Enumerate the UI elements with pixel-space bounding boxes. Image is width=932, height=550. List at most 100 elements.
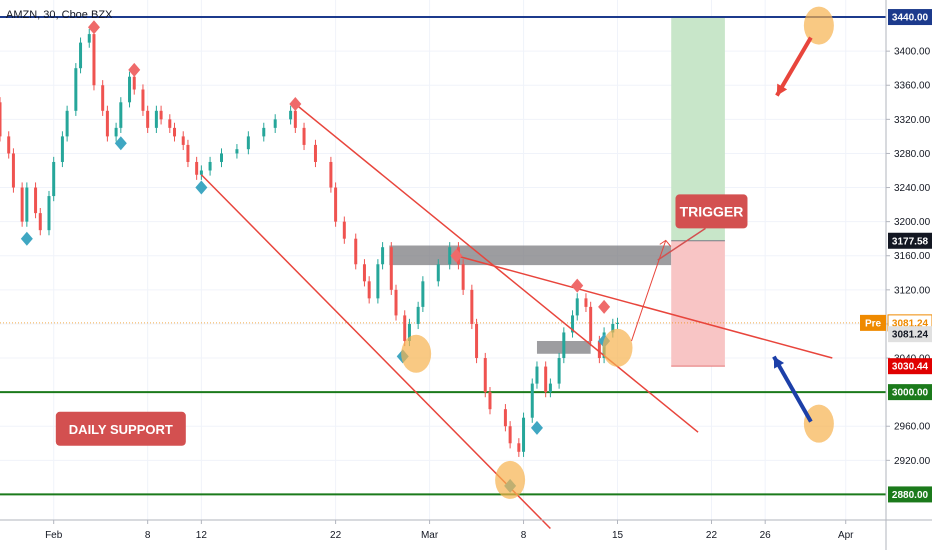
candle-body-79	[611, 323, 615, 333]
callout-0: TRIGGER	[657, 194, 748, 261]
candle-body-7	[47, 196, 51, 231]
price-tag-bg-5	[888, 384, 932, 401]
candle-body-27	[181, 136, 185, 145]
candle-body-22	[146, 110, 150, 128]
price-tag-bg-3	[888, 326, 932, 343]
buy-marker-1	[114, 136, 127, 151]
price-tag-5: 3000.00	[888, 384, 932, 401]
candle-body-75	[584, 298, 588, 307]
candle-body-0	[0, 102, 2, 137]
candle-body-55	[436, 264, 440, 282]
candle-body-50	[394, 289, 398, 316]
price-tag-6: 2880.00	[888, 486, 932, 503]
candle-body-44	[354, 238, 358, 265]
candle-body-39	[302, 127, 306, 145]
candle-body-42	[334, 187, 338, 222]
price-tags: 3440.00 3177.58 3081.24 Pre 3081.24 3030.44 30…	[860, 9, 932, 503]
horizontal-levels	[0, 16, 886, 496]
candle-body-41	[329, 161, 333, 188]
candle-body-3	[20, 187, 24, 222]
price-tag-label-0: 3440.00	[892, 13, 929, 24]
highlight-circle-3	[803, 6, 834, 45]
candle-body-48	[381, 247, 385, 265]
x-tick-label-3: 22	[330, 530, 342, 541]
x-tick-label-9: Apr	[838, 530, 854, 541]
trend-line-2	[456, 255, 833, 359]
candle-body-74	[575, 298, 579, 316]
candle-body-37	[289, 110, 293, 120]
candle-body-25	[168, 119, 172, 128]
x-tick-label-8: 26	[760, 530, 772, 541]
sell-marker-1	[128, 62, 141, 77]
candle-body-2	[11, 153, 15, 188]
x-tick-label-4: Mar	[421, 530, 439, 541]
candle-body-43	[342, 221, 346, 239]
x-tick-label-1: 8	[145, 530, 151, 541]
candle-body-29	[195, 161, 199, 175]
time-axis[interactable]: Feb 8 12 22 Mar 8 15 22 26 Apr	[45, 520, 854, 541]
pre-badge-bg	[860, 314, 886, 331]
buy-marker-0	[20, 231, 33, 246]
candle-body-51	[403, 315, 407, 341]
candle-body-59	[470, 289, 474, 324]
candle-body-53	[416, 306, 420, 324]
sell-marker-4	[571, 278, 584, 293]
y-tick-label-0: 3400.00	[894, 47, 931, 58]
trend-line-0	[294, 103, 699, 433]
candle-body-64	[508, 426, 512, 444]
red-arrow	[775, 36, 813, 97]
price-tag-1: 3177.58	[888, 232, 932, 249]
trigger-path	[631, 240, 667, 342]
y-tick-label-3: 3280.00	[894, 149, 931, 160]
trigger-path-head	[659, 239, 672, 247]
candle-body-1	[7, 136, 11, 154]
trend-lines	[200, 103, 833, 530]
candle-body-12	[79, 42, 83, 69]
candle-body-30	[199, 170, 203, 175]
candle-body-20	[132, 76, 136, 90]
price-tag-label-3: 3081.24	[892, 330, 929, 341]
callouts: TRIGGER DAILY SUPPORT	[55, 194, 748, 446]
candle-body-54	[421, 281, 425, 307]
price-tag-label-6: 2880.00	[892, 490, 929, 501]
highlight-circle-2	[602, 328, 633, 367]
y-tick-label-4: 3240.00	[894, 183, 931, 194]
price-tag-bg-0	[888, 9, 932, 26]
highlight-circles	[401, 6, 834, 499]
x-tick-label-7: 22	[706, 530, 718, 541]
candle-body-73	[571, 315, 575, 333]
candle-body-32	[220, 153, 223, 162]
price-tag-3: 3081.24	[888, 326, 932, 343]
candle-body-65	[517, 443, 521, 452]
candle-body-21	[141, 89, 145, 111]
candle-body-9	[60, 136, 64, 162]
candle-body-15	[101, 85, 105, 111]
candle-body-67	[530, 383, 534, 418]
pre-badge-label: Pre	[865, 318, 882, 329]
callout-box-1	[55, 411, 186, 446]
candle-body-76	[589, 306, 593, 341]
sell-marker-2	[289, 97, 302, 111]
y-tick-label-5: 3200.00	[894, 217, 931, 228]
callout-box-0	[675, 194, 748, 229]
price-tag-label-5: 3000.00	[892, 388, 929, 399]
candle-body-60	[475, 323, 479, 359]
candle-body-14	[92, 34, 96, 86]
price-tag-label-2: 3081.24	[892, 318, 929, 329]
x-tick-label-2: 12	[196, 530, 208, 541]
candle-body-6	[38, 213, 42, 231]
candle-body-68	[535, 366, 539, 384]
candle-body-70	[548, 383, 552, 393]
y-tick-label-11: 2920.00	[894, 456, 931, 467]
candle-body-40	[313, 144, 317, 162]
candle-body-13	[87, 34, 91, 43]
price-tag-label-4: 3030.44	[892, 362, 929, 373]
red-arrow-shaft	[775, 36, 813, 97]
candle-body-23	[154, 110, 158, 128]
highlight-circle-0	[401, 334, 432, 373]
candle-body-10	[65, 110, 69, 137]
candle-body-19	[128, 76, 132, 103]
price-tag-bg-1	[888, 232, 932, 249]
